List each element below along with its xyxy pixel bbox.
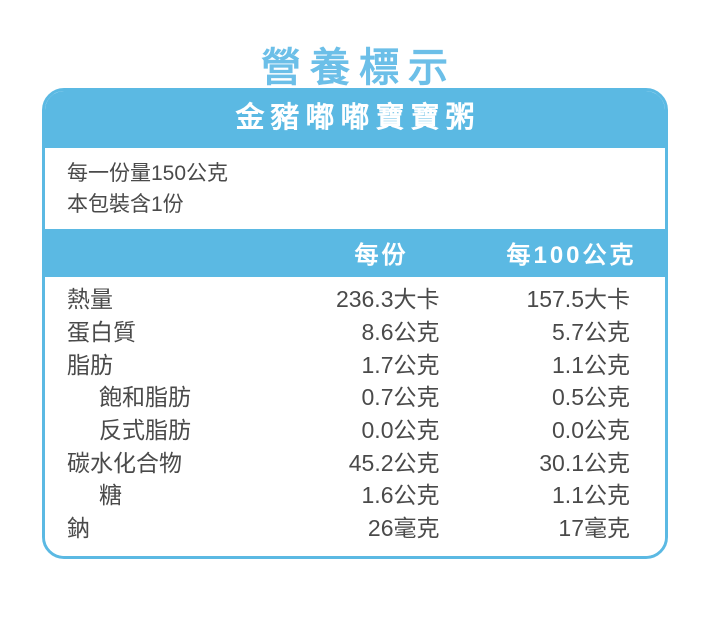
column-header-per-100g: 每100公克	[506, 242, 637, 270]
servings-per-container-text: 本包裝含1份	[67, 192, 184, 216]
nutrient-label: 脂肪	[67, 351, 113, 378]
nutrient-value-per-serving: 0.0公克	[361, 416, 440, 443]
table-row: 糖 1.6公克 1.1公克	[45, 479, 665, 512]
nutrient-value-per-serving: 26毫克	[367, 514, 440, 541]
nutrient-value-per-100g: 5.7公克	[552, 318, 630, 345]
nutrient-label: 糖	[99, 482, 122, 509]
nutrient-value-per-100g: 0.5公克	[552, 384, 630, 411]
nutrient-label: 飽和脂肪	[99, 384, 191, 411]
nutrient-value-per-serving: 1.7公克	[361, 351, 440, 378]
nutrient-label: 鈉	[67, 514, 90, 541]
nutrient-table: 熱量 236.3大卡 157.5大卡蛋白質 8.6公克 5.7公克脂肪 1.7公克 1.1公…	[45, 277, 665, 557]
nutrient-value-per-100g: 17毫克	[558, 514, 630, 541]
nutrient-value-per-serving: 1.6公克	[361, 482, 440, 509]
nutrient-value-per-100g: 0.0公克	[552, 416, 630, 443]
nutrient-value-per-serving: 236.3大卡	[335, 286, 440, 313]
nutrient-label: 反式脂肪	[99, 416, 191, 443]
serving-info: 每一份量150公克 本包裝含1份	[45, 148, 665, 230]
table-row: 鈉 26毫克 17毫克	[45, 512, 665, 545]
column-header-nutrient	[45, 235, 285, 270]
nutrient-value-per-100g: 1.1公克	[552, 482, 630, 509]
nutrient-label: 碳水化合物	[67, 449, 182, 476]
table-row: 蛋白質 8.6公克 5.7公克	[45, 316, 665, 349]
nutrition-facts-card: 金豬嘟嘟寶寶粥 每一份量150公克 本包裝含1份 每份 每100公克 熱量 236…	[42, 88, 668, 560]
nutrient-value-per-serving: 8.6公克	[361, 318, 440, 345]
nutrient-value-per-100g: 157.5大卡	[526, 286, 630, 313]
nutrient-value-per-100g: 1.1公克	[552, 351, 630, 378]
table-row: 飽和脂肪 0.7公克 0.5公克	[45, 381, 665, 414]
nutrient-label: 蛋白質	[67, 318, 136, 345]
column-header-row: 每份 每100公克	[45, 229, 665, 278]
product-name-header: 金豬嘟嘟寶寶粥	[45, 91, 665, 149]
table-row: 反式脂肪 0.0公克 0.0公克	[45, 414, 665, 447]
nutrient-value-per-100g: 30.1公克	[539, 449, 630, 476]
nutrient-value-per-serving: 0.7公克	[361, 384, 440, 411]
nutrient-value-per-serving: 45.2公克	[348, 449, 440, 476]
serving-size-text: 每一份量150公克	[67, 162, 229, 186]
column-header-per-serving: 每份	[354, 242, 409, 270]
table-row: 熱量 236.3大卡 157.5大卡	[45, 283, 665, 316]
nutrient-label: 熱量	[67, 286, 113, 313]
table-row: 碳水化合物 45.2公克 30.1公克	[45, 447, 665, 480]
page-title: 營養標示	[261, 45, 457, 90]
table-row: 脂肪 1.7公克 1.1公克	[45, 349, 665, 382]
